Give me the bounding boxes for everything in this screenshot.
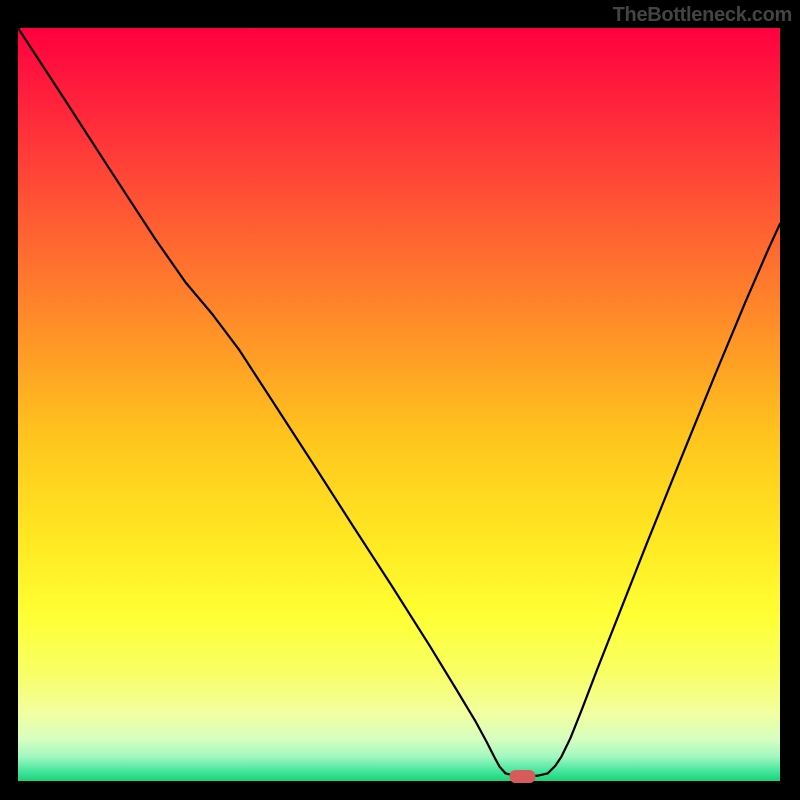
chart-canvas [0, 0, 800, 800]
sweet-spot-marker [509, 770, 535, 783]
watermark-text: TheBottleneck.com [613, 4, 792, 27]
chart-gradient-bg [18, 28, 780, 781]
bottleneck-chart: TheBottleneck.com [0, 0, 800, 800]
